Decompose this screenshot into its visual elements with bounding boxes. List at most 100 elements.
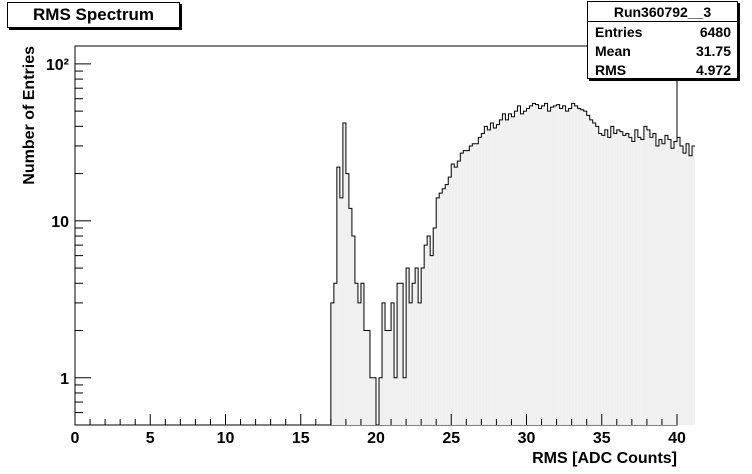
stats-value: 6480 (699, 23, 731, 40)
histogram-bar (677, 137, 681, 426)
histogram-bar (556, 104, 560, 425)
histogram-bar (580, 109, 584, 425)
x-tick-label: 5 (146, 430, 155, 447)
x-tick-label: 0 (71, 430, 80, 447)
stats-row-entries: Entries 6480 (588, 22, 737, 41)
y-tick-label: 10 (51, 214, 69, 231)
histogram-bar (631, 141, 635, 425)
histogram-bar (415, 268, 419, 425)
x-axis-label: RMS [ADC Counts] (532, 450, 677, 467)
histogram-bar (406, 268, 410, 425)
histogram-bar (670, 148, 674, 425)
stats-row-rms: RMS 4.972 (588, 60, 737, 79)
stats-box-title: Run360792__3 (588, 2, 737, 22)
histogram-bar (342, 123, 346, 425)
histogram-bar (604, 129, 608, 426)
histogram-outline (330, 102, 696, 426)
histogram-bar (360, 283, 364, 425)
x-tick-label: 20 (367, 430, 385, 447)
histogram-bar (409, 302, 413, 425)
histogram-bar (493, 128, 497, 425)
histogram-bar (589, 119, 593, 426)
histogram-bar (418, 302, 422, 425)
histogram-bar (481, 133, 485, 426)
histogram-bar (457, 161, 461, 425)
stats-row-mean: Mean 31.75 (588, 41, 737, 60)
stats-box: Run360792__3 Entries 6480 Mean 31.75 RMS… (587, 1, 738, 79)
histogram-bar (333, 283, 337, 425)
histogram-bar (366, 330, 370, 425)
histogram-bar (562, 105, 566, 425)
histogram-bar (680, 145, 684, 426)
histogram-bar (616, 129, 620, 426)
histogram-bar (379, 377, 383, 425)
axes: 0 5 10 15 20 25 30 35 40 1 10 10² (46, 57, 686, 447)
histogram-bar (625, 133, 629, 426)
histogram-bar (664, 135, 668, 426)
y-axis-label: Number of Entries (21, 46, 38, 185)
y-tick-label: 1 (60, 371, 69, 388)
histogram-bar (686, 143, 690, 426)
x-tick-label: 35 (593, 430, 611, 447)
histogram-bar (484, 126, 488, 426)
histogram-bar (357, 302, 361, 425)
histogram-bar (466, 150, 470, 425)
histogram-bar (475, 143, 479, 426)
histogram-bar (550, 107, 554, 426)
histogram-bar (511, 116, 515, 425)
histogram-bar (469, 145, 473, 426)
y-tick-label: 10² (46, 57, 69, 74)
histogram-bar (592, 123, 596, 425)
histogram-bar (433, 228, 437, 425)
histogram-bar (336, 167, 340, 425)
stats-label: RMS (595, 61, 627, 78)
histogram-bar (496, 124, 500, 425)
histogram-bar (499, 119, 503, 426)
x-tick-label: 40 (668, 430, 686, 447)
histogram-bar (487, 129, 491, 426)
histogram-bar (667, 139, 671, 425)
histogram-bar (451, 164, 455, 426)
histogram-bar (508, 113, 512, 425)
histogram-bar (514, 111, 518, 425)
histogram-bar (643, 126, 647, 426)
histogram-bar (601, 135, 605, 426)
histogram-bar (683, 153, 687, 425)
histogram-bar (553, 105, 557, 425)
histogram-bar (538, 108, 542, 426)
histogram-bar (372, 377, 376, 425)
stats-value: 31.75 (695, 42, 731, 59)
x-tick-label: 30 (518, 430, 536, 447)
histogram-bar (460, 153, 464, 425)
histogram-bar (529, 105, 533, 425)
stats-label: Entries (595, 23, 643, 40)
histogram-bar (388, 330, 392, 425)
histogram-bar (544, 103, 548, 425)
histogram-bar (517, 105, 521, 425)
histogram-bar (571, 103, 575, 425)
histogram-bar (442, 188, 446, 425)
histogram-bar (661, 143, 665, 426)
histogram-bar (568, 108, 572, 426)
histogram-bar (628, 137, 632, 426)
histogram-bar (445, 184, 449, 425)
histogram-bar (547, 111, 551, 425)
histogram-bar (403, 377, 407, 425)
histogram-bar (369, 377, 373, 425)
histogram-bar (330, 302, 334, 425)
histogram-bar (526, 108, 530, 426)
histogram-bar (646, 129, 650, 426)
stats-label: Mean (595, 42, 631, 59)
histogram-bar (523, 111, 527, 425)
histogram-bar (448, 177, 452, 425)
histogram-bar (472, 143, 476, 426)
x-tick-label: 15 (292, 430, 310, 447)
histogram-bar (348, 208, 352, 425)
histogram-bar (363, 330, 367, 425)
histogram-bar (354, 283, 358, 425)
histogram-bar (430, 255, 434, 425)
histogram-bar (634, 129, 638, 426)
histogram-bars (75, 102, 696, 426)
histogram-bar (574, 105, 578, 425)
